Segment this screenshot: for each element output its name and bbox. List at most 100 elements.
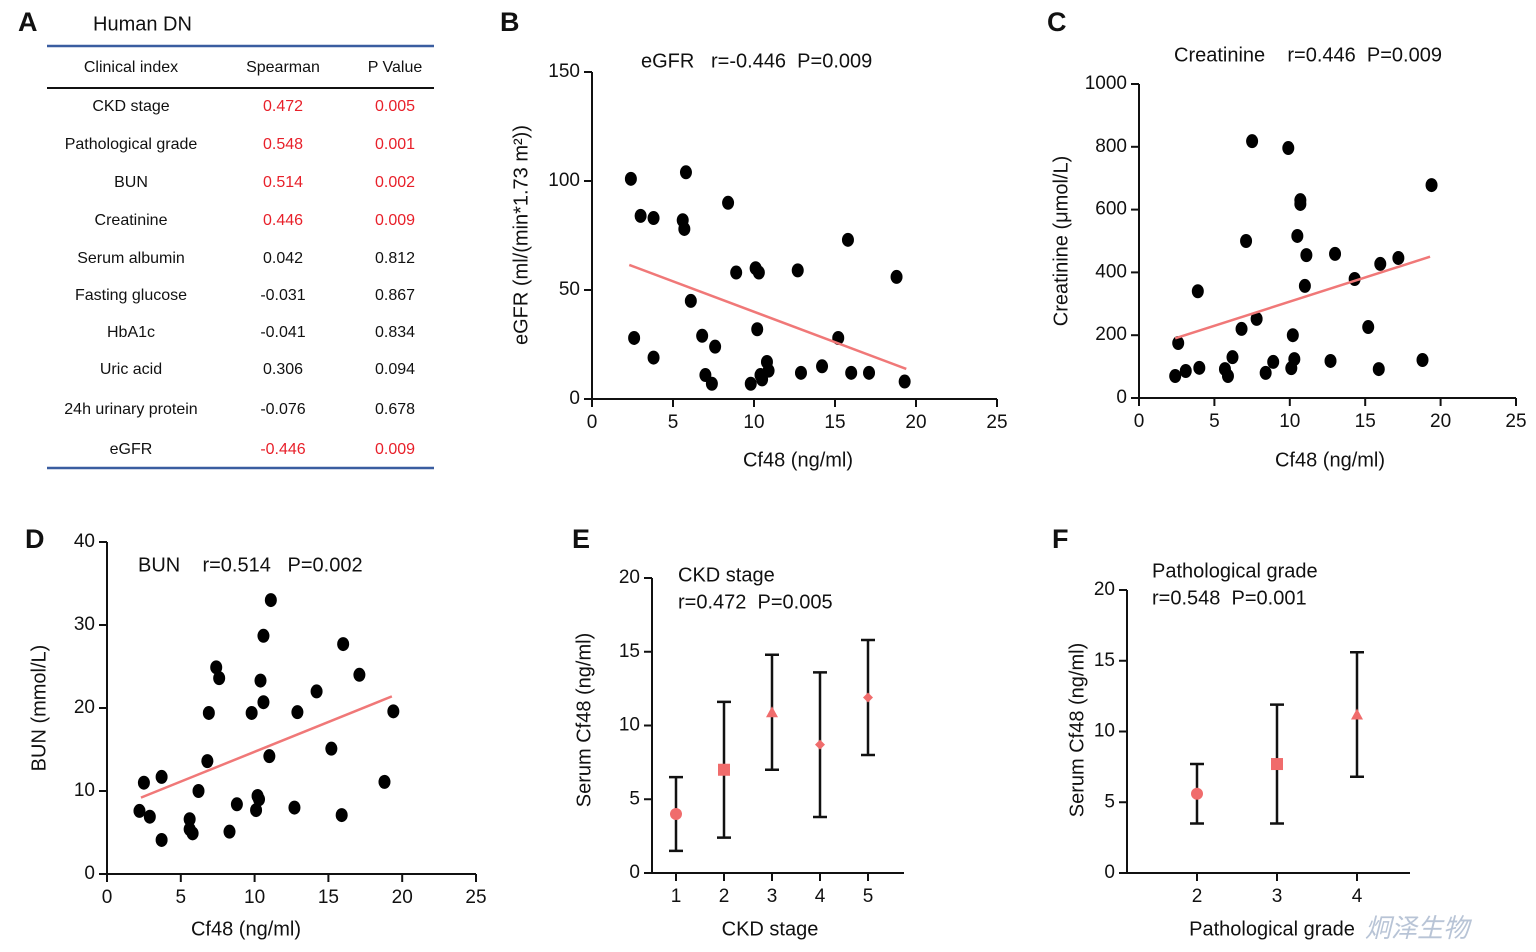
- point: [201, 754, 214, 769]
- table-cell: CKD stage: [92, 98, 169, 115]
- point: [863, 365, 876, 380]
- point: [337, 637, 350, 652]
- point: [264, 593, 277, 608]
- annotation: Creatinine r=0.446 P=0.009: [1174, 44, 1442, 66]
- point: [634, 208, 647, 223]
- point: [1286, 328, 1299, 343]
- point: [762, 363, 775, 378]
- point: [705, 376, 718, 391]
- mean-marker: [863, 692, 873, 703]
- y-tick-label: 200: [1095, 324, 1127, 345]
- x-tick-label: 10: [743, 412, 764, 433]
- x-tick-label: 20: [905, 412, 926, 433]
- point: [253, 792, 266, 807]
- point: [1226, 350, 1239, 365]
- point: [1362, 320, 1375, 335]
- point: [678, 221, 691, 236]
- point: [628, 330, 641, 345]
- y-tick-label: 0: [569, 388, 580, 409]
- point: [245, 705, 258, 720]
- x-tick-label: 3: [767, 886, 778, 907]
- x-axis-label: Cf48 (ng/ml): [1275, 449, 1385, 471]
- point: [186, 826, 199, 841]
- y-axis-label: eGFR (ml/(min*1.73 m²)): [510, 125, 532, 345]
- point: [254, 673, 267, 688]
- point: [1250, 311, 1263, 326]
- mean-marker: [1191, 787, 1203, 800]
- point: [1372, 362, 1385, 377]
- y-tick-label: 0: [84, 863, 95, 884]
- point: [310, 684, 323, 699]
- point: [250, 803, 263, 818]
- point: [1235, 321, 1248, 336]
- panel-label: F: [1052, 524, 1069, 554]
- annotation: r=0.548 P=0.001: [1152, 587, 1307, 609]
- point: [353, 667, 366, 682]
- table-cell: 0.548: [263, 136, 303, 153]
- y-tick-label: 30: [74, 614, 95, 635]
- x-tick-label: 5: [668, 412, 679, 433]
- point: [387, 704, 400, 719]
- x-tick-label: 1: [671, 886, 682, 907]
- point: [1191, 284, 1204, 299]
- y-tick-label: 10: [619, 715, 640, 736]
- point: [210, 660, 223, 675]
- x-tick-label: 0: [102, 887, 113, 908]
- table-title: Human DN: [93, 13, 192, 35]
- point: [751, 322, 764, 337]
- y-tick-label: 10: [1094, 721, 1115, 742]
- table-cell: 0.514: [263, 174, 303, 191]
- y-tick-label: 0: [1104, 862, 1115, 883]
- point: [684, 293, 697, 308]
- table-cell: 24h urinary protein: [64, 401, 197, 418]
- table-cell: 0.446: [263, 212, 303, 229]
- point: [1425, 178, 1438, 193]
- x-tick-label: 3: [1272, 886, 1283, 907]
- y-tick-label: 10: [74, 780, 95, 801]
- point: [223, 824, 236, 839]
- y-tick-label: 1000: [1085, 73, 1127, 94]
- x-tick-label: 5: [176, 887, 187, 908]
- point: [230, 797, 243, 812]
- table-cell: 0.002: [375, 174, 415, 191]
- y-tick-label: 600: [1095, 199, 1127, 220]
- point: [1374, 256, 1387, 271]
- x-axis-label: CKD stage: [722, 918, 819, 940]
- y-tick-label: 5: [1104, 791, 1115, 812]
- point: [213, 671, 226, 686]
- y-tick-label: 150: [548, 61, 580, 82]
- point: [325, 741, 338, 756]
- annotation: BUN r=0.514 P=0.002: [138, 554, 363, 576]
- mean-marker: [815, 739, 825, 750]
- x-tick-label: 5: [863, 886, 874, 907]
- point: [133, 803, 146, 818]
- point: [1392, 250, 1405, 265]
- annotation: eGFR r=-0.446 P=0.009: [641, 50, 872, 72]
- y-axis-label: Serum Cf48 (ng/ml): [573, 633, 595, 808]
- y-tick-label: 15: [1094, 650, 1115, 671]
- table-cell: 0.472: [263, 98, 303, 115]
- table-cell: -0.076: [260, 401, 305, 418]
- point: [1298, 278, 1311, 293]
- y-axis-label: Creatinine (μmol/L): [1050, 156, 1072, 326]
- point: [709, 339, 722, 354]
- table-cell: 0.005: [375, 98, 415, 115]
- table-cell: -0.031: [260, 287, 305, 304]
- point: [794, 365, 807, 380]
- table-header: P Value: [368, 59, 423, 76]
- x-tick-label: 2: [1192, 886, 1203, 907]
- y-tick-label: 5: [629, 788, 640, 809]
- mean-marker: [766, 706, 778, 718]
- point: [257, 695, 270, 710]
- y-tick-label: 0: [629, 862, 640, 883]
- point: [647, 211, 660, 226]
- table-cell: Pathological grade: [65, 136, 198, 153]
- table-cell: 0.009: [375, 441, 415, 458]
- point: [335, 808, 348, 823]
- y-tick-label: 100: [548, 170, 580, 191]
- table-cell: Fasting glucose: [75, 287, 187, 304]
- point: [898, 374, 911, 389]
- point: [1282, 141, 1295, 156]
- point: [1193, 360, 1206, 375]
